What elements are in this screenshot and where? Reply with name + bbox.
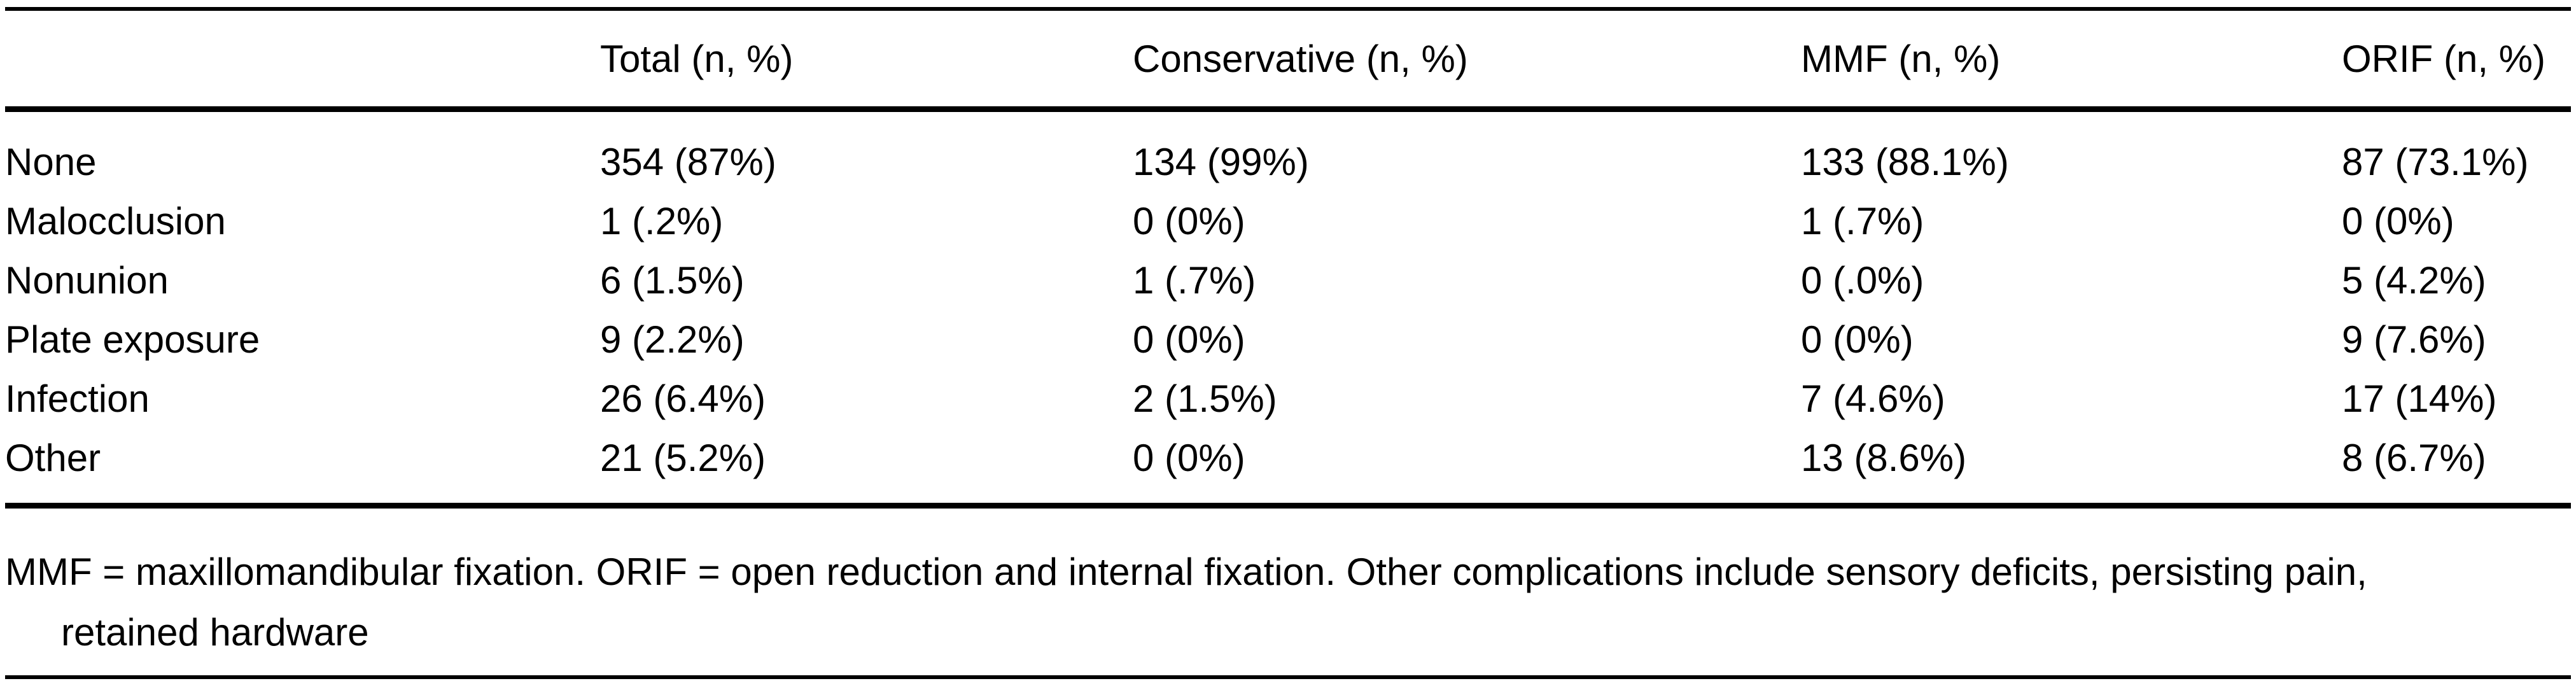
table-body: None 354 (87%) 134 (99%) 133 (88.1%) 87 … — [5, 109, 2571, 506]
cell-total: 1 (.2%) — [600, 200, 724, 242]
cell-total: 21 (5.2%) — [600, 437, 766, 479]
header-row: Total (n, %) Conservative (n, %) MMF (n,… — [5, 9, 2571, 112]
cell-orif: 0 (0%) — [2342, 200, 2454, 242]
bottom-rule — [5, 675, 2571, 679]
cell-mmf: 1 (.7%) — [1801, 200, 1924, 242]
table-footnote: MMF = maxillomandibular fixation. ORIF =… — [5, 551, 2367, 654]
cell-mmf: 133 (88.1%) — [1801, 141, 2009, 183]
table-header: Total (n, %) Conservative (n, %) MMF (n,… — [5, 9, 2571, 112]
table-row: Nonunion 6 (1.5%) 1 (.7%) 0 (.0%) 5 (4.2… — [5, 251, 2571, 310]
column-header-total: Total (n, %) — [600, 9, 1133, 112]
cell-conservative: 0 (0%) — [1133, 318, 1245, 361]
cell-total: 354 (87%) — [600, 141, 776, 183]
cell-mmf: 0 (.0%) — [1801, 259, 1924, 302]
cell-orif: 8 (6.7%) — [2342, 437, 2486, 479]
cell-mmf: 13 (8.6%) — [1801, 437, 1967, 479]
row-label: Other — [5, 437, 101, 479]
row-label: Nonunion — [5, 259, 169, 302]
cell-orif: 9 (7.6%) — [2342, 318, 2486, 361]
cell-total: 26 (6.4%) — [600, 377, 766, 420]
row-label: None — [5, 141, 97, 183]
cell-total: 9 (2.2%) — [600, 318, 745, 361]
column-header-mmf: MMF (n, %) — [1801, 9, 2342, 112]
table-row: Plate exposure 9 (2.2%) 0 (0%) 0 (0%) 9 … — [5, 310, 2571, 369]
row-label: Plate exposure — [5, 318, 260, 361]
cell-orif: 5 (4.2%) — [2342, 259, 2486, 302]
table-row: Infection 26 (6.4%) 2 (1.5%) 7 (4.6%) 17… — [5, 369, 2571, 428]
column-header-orif: ORIF (n, %) — [2342, 9, 2571, 112]
row-label: Infection — [5, 377, 150, 420]
table-row: Other 21 (5.2%) 0 (0%) 13 (8.6%) 8 (6.7%… — [5, 428, 2571, 506]
cell-conservative: 134 (99%) — [1133, 141, 1309, 183]
complications-table: Total (n, %) Conservative (n, %) MMF (n,… — [5, 7, 2571, 509]
column-header-rowlabel — [5, 9, 600, 112]
cell-conservative: 0 (0%) — [1133, 437, 1245, 479]
cell-mmf: 7 (4.6%) — [1801, 377, 1945, 420]
row-label: Malocclusion — [5, 200, 226, 242]
cell-total: 6 (1.5%) — [600, 259, 745, 302]
column-header-conservative: Conservative (n, %) — [1133, 9, 1801, 112]
cell-conservative: 0 (0%) — [1133, 200, 1245, 242]
cell-orif: 17 (14%) — [2342, 377, 2497, 420]
cell-mmf: 0 (0%) — [1801, 318, 1914, 361]
cell-conservative: 1 (.7%) — [1133, 259, 1256, 302]
table-row: None 354 (87%) 134 (99%) 133 (88.1%) 87 … — [5, 109, 2571, 192]
table-row: Malocclusion 1 (.2%) 0 (0%) 1 (.7%) 0 (0… — [5, 192, 2571, 251]
cell-conservative: 2 (1.5%) — [1133, 377, 1277, 420]
cell-orif: 87 (73.1%) — [2342, 141, 2529, 183]
